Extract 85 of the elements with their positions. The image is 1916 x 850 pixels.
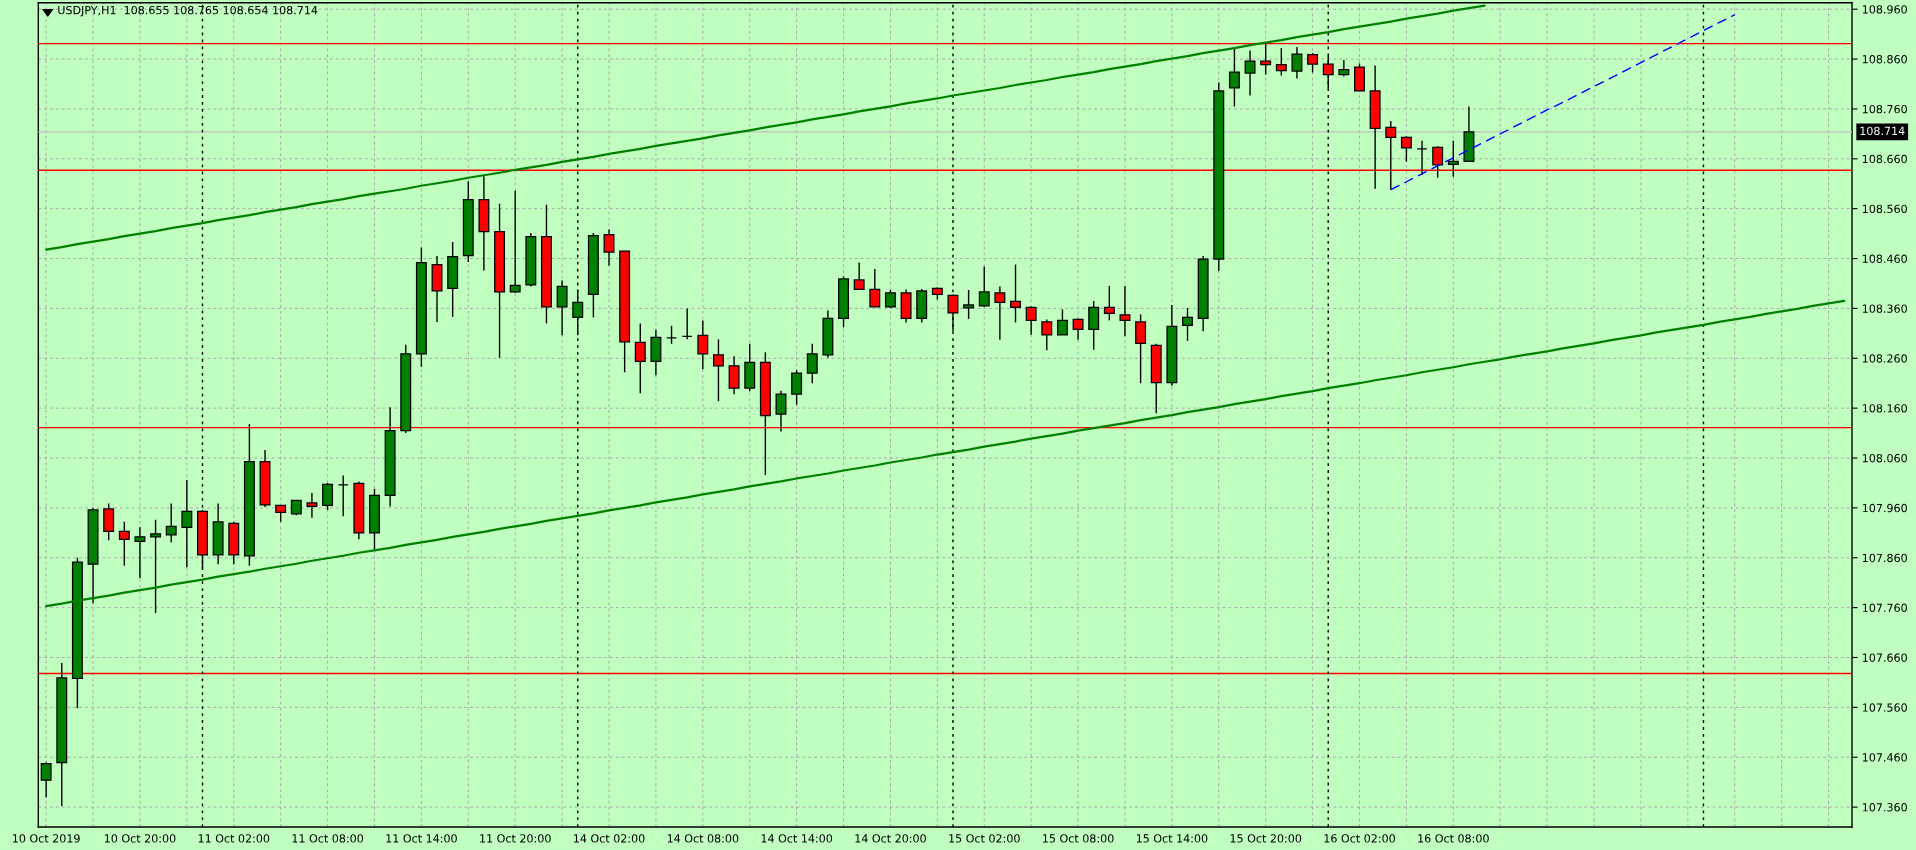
- y-tick-label: 107.960: [1862, 503, 1907, 513]
- candlestick: [181, 479, 193, 568]
- candlestick: [1447, 140, 1459, 178]
- candlestick: [1416, 140, 1428, 176]
- y-tick-label: 108.960: [1862, 5, 1907, 14]
- y-tick-label: 108.460: [1862, 254, 1907, 263]
- y-tick-label: 107.860: [1862, 553, 1907, 563]
- candlestick: [1072, 317, 1084, 341]
- x-tick-label: 11 Oct 14:00: [386, 834, 457, 843]
- candlestick: [556, 279, 568, 337]
- candlestick: [1025, 305, 1037, 336]
- candlestick: [963, 289, 975, 320]
- line-series: [1390, 13, 1736, 191]
- y-tick-label: 108.160: [1862, 404, 1907, 413]
- candlestick: [978, 265, 990, 308]
- candlestick: [1228, 47, 1240, 108]
- x-tick-label: 11 Oct 08:00: [292, 834, 364, 843]
- x-tick-label: 16 Oct 08:00: [1418, 834, 1489, 843]
- candlestick: [118, 521, 130, 567]
- candlestick: [1338, 59, 1350, 78]
- x-tick-label: 16 Oct 02:00: [1324, 834, 1395, 843]
- candlestick: [572, 289, 584, 337]
- x-tick-label: 14 Oct 08:00: [667, 834, 739, 843]
- line-series: [45, 4, 1486, 251]
- y-tick-label: 107.660: [1862, 653, 1907, 662]
- x-tick-label: 10 Oct 2019: [13, 834, 80, 843]
- candlestick: [806, 343, 818, 384]
- y-tick-label: 108.660: [1862, 154, 1907, 164]
- candlestick: [1119, 285, 1131, 338]
- candlestick: [869, 268, 881, 308]
- y-tick-label: 108.760: [1862, 104, 1907, 114]
- candlestick: [165, 502, 177, 543]
- candlestick: [1307, 52, 1319, 74]
- candlestick: [1275, 47, 1287, 77]
- candlestick: [509, 190, 521, 294]
- x-tick-label: 14 Oct 20:00: [855, 834, 926, 843]
- x-tick-label: 11 Oct 20:00: [480, 834, 551, 843]
- candlestick: [1056, 308, 1068, 336]
- candlestick: [1260, 41, 1272, 76]
- y-tick-label: 108.560: [1862, 204, 1907, 214]
- candlestick: [1088, 300, 1100, 351]
- candlestick: [40, 761, 52, 798]
- candlestick: [603, 228, 615, 267]
- candlestick: [1135, 313, 1147, 384]
- y-tick-label: 108.260: [1862, 354, 1907, 363]
- y-tick-label: 108.860: [1862, 55, 1907, 64]
- x-tick-label: 10 Oct 20:00: [104, 834, 176, 843]
- candlestick: [1010, 263, 1021, 324]
- x-tick-label: 14 Oct 14:00: [761, 834, 833, 843]
- x-tick-label: 15 Oct 20:00: [1230, 834, 1302, 843]
- candlestick: [775, 390, 787, 433]
- candlestick: [634, 322, 646, 394]
- candlestick: [103, 502, 115, 541]
- candlestick: [681, 307, 693, 341]
- candlestick: [1400, 135, 1412, 163]
- x-tick-label: 15 Oct 08:00: [1043, 834, 1114, 843]
- x-tick-label: 15 Oct 02:00: [949, 834, 1020, 843]
- candlestick: [306, 492, 318, 519]
- y-tick-label: 107.360: [1862, 803, 1907, 812]
- chart-title: USDJPY,H1 108.655 108.765 108.654 108.714: [58, 5, 318, 17]
- y-tick-label: 107.560: [1862, 703, 1907, 712]
- y-tick-label: 107.760: [1862, 603, 1907, 613]
- candlestick: [322, 482, 334, 511]
- x-tick-label: 14 Oct 02:00: [574, 834, 645, 843]
- candlestick: [650, 329, 662, 376]
- candlestick: [134, 526, 146, 579]
- candlestick: [1354, 62, 1365, 92]
- candlestick: [791, 369, 803, 406]
- candlestick: [697, 319, 709, 370]
- candlestick: [853, 261, 865, 291]
- candlestick: [994, 285, 1006, 341]
- candlestick: [1291, 46, 1303, 80]
- ref-line-label: 108.714: [1860, 126, 1905, 136]
- y-tick-label: 107.460: [1862, 753, 1907, 762]
- y-tick-label: 108.360: [1862, 304, 1907, 313]
- candlestick: [1103, 285, 1115, 322]
- candlestick: [1182, 307, 1193, 342]
- candlestick: [1041, 318, 1053, 352]
- candlestick: [337, 474, 349, 518]
- candlestick: [728, 355, 740, 395]
- x-tick-label: 15 Oct 14:00: [1136, 834, 1208, 843]
- candlestick: [1244, 49, 1256, 97]
- y-tick-label: 108.060: [1862, 454, 1907, 463]
- candlestick: [712, 338, 724, 402]
- x-tick-label: 11 Oct 02:00: [198, 834, 270, 843]
